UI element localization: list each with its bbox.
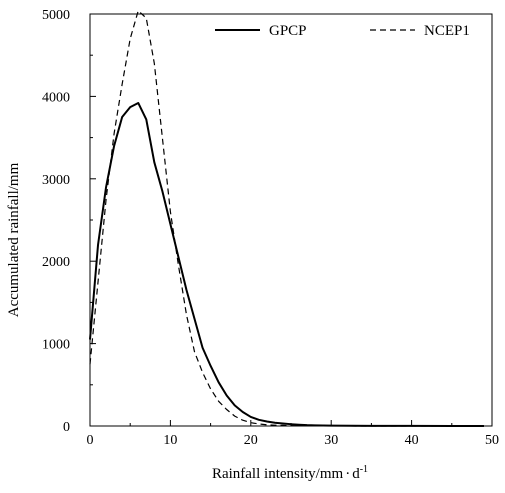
x-axis-label: Rainfall intensity/mm · d-1: [212, 464, 368, 482]
x-axis-label-unit: d: [352, 466, 360, 482]
legend: GPCP NCEP1: [215, 23, 470, 39]
legend-label-ncep1: NCEP1: [424, 23, 470, 39]
x-axis-label-main: Rainfall intensity/mm: [212, 466, 344, 482]
series-line-ncep1: [89, 10, 484, 427]
plot-frame: [89, 13, 493, 427]
x-tick-label: 50: [485, 433, 499, 448]
y-tick-label: 1000: [42, 338, 70, 353]
tick-labels: 0 10 20 30 40 50 0 1000 2000 3000 4000 5000: [42, 8, 499, 448]
series-line-gpcp: [89, 101, 484, 427]
axis-ticks: [89, 13, 493, 427]
y-tick-label: 3000: [42, 173, 70, 188]
x-tick-label: 0: [87, 433, 94, 448]
x-axis-label-exponent: -1: [360, 464, 368, 475]
y-axis-label: Accumulated rainfall/mm: [6, 162, 22, 317]
x-tick-label: 10: [163, 433, 177, 448]
series-group: [89, 10, 484, 427]
y-tick-label: 4000: [42, 90, 70, 105]
y-tick-label: 0: [63, 420, 70, 435]
y-tick-label: 2000: [42, 255, 70, 270]
x-tick-label: 30: [324, 433, 338, 448]
y-tick-label: 5000: [42, 8, 70, 23]
plot-border: [89, 13, 493, 427]
x-tick-label: 40: [405, 433, 419, 448]
x-axis-label-dot: ·: [345, 466, 350, 482]
legend-label-gpcp: GPCP: [269, 23, 307, 39]
x-tick-label: 20: [244, 433, 258, 448]
